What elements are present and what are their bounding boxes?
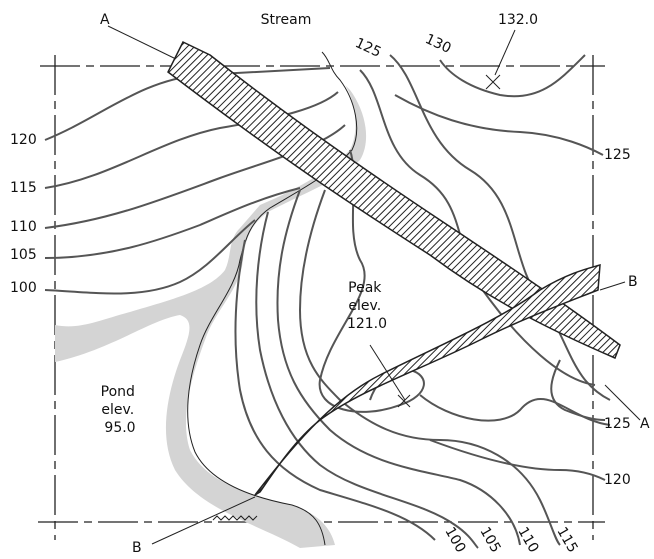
pond-line: elev. — [101, 402, 134, 418]
section-label: B — [132, 540, 142, 556]
contour-label: 115 — [10, 180, 37, 196]
pond-line: 95.0 — [104, 420, 135, 436]
water — [55, 52, 366, 548]
section-label: B — [628, 274, 638, 290]
leader — [495, 30, 515, 75]
contour-label: 105 — [10, 247, 37, 263]
contour-label: 100 — [10, 280, 37, 296]
peak-line: Peak — [348, 280, 382, 296]
contour-label: 100 — [441, 524, 468, 555]
contour-label: 125 — [604, 416, 631, 432]
stream-label: Stream — [261, 12, 312, 28]
spot-mark — [486, 75, 500, 89]
peak-line: 121.0 — [347, 316, 387, 332]
pond-label: Pond elev. 95.0 — [101, 384, 140, 436]
contour-label: 120 — [604, 472, 631, 488]
topo-map: A A B B Stream 132.0 Peak elev. 121.0 Po… — [0, 0, 654, 559]
contour-label: 105 — [476, 524, 503, 555]
section-label: A — [100, 12, 110, 28]
contour-label: 110 — [10, 219, 37, 235]
peak-line: elev. — [348, 298, 381, 314]
contour-label: 125 — [353, 35, 384, 61]
contour-label: 125 — [604, 147, 631, 163]
spot-elevation: 132.0 — [498, 12, 538, 28]
pond-line: Pond — [101, 384, 135, 400]
section-label: A — [640, 416, 650, 432]
contour-label: 130 — [423, 31, 454, 57]
contour-label: 120 — [10, 132, 37, 148]
peak-label: Peak elev. 121.0 — [347, 280, 387, 332]
